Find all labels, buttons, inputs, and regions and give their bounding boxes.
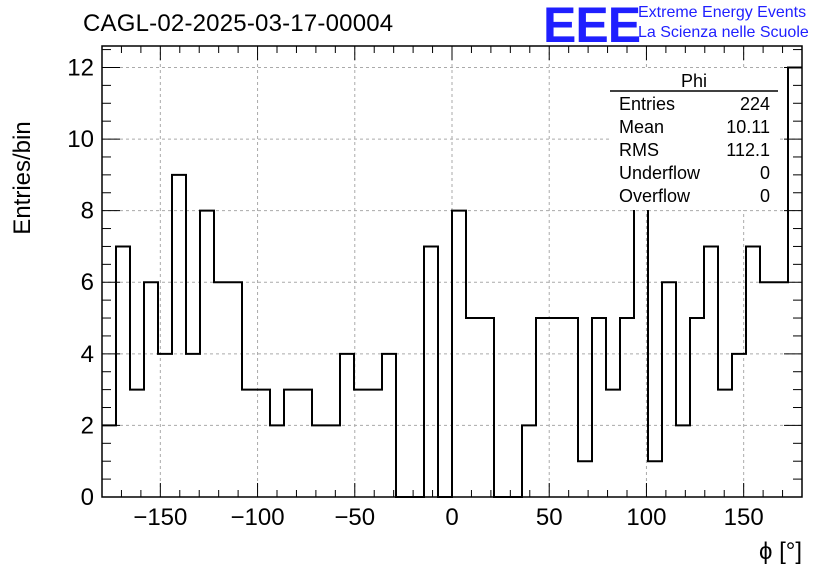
histogram-bin [326,425,340,497]
histogram-bin [732,354,746,497]
histogram-bin [214,282,228,497]
histogram-bin [578,461,592,497]
histogram-bin [760,282,774,497]
histogram-bin [424,246,438,497]
histogram-bin [312,425,326,497]
histogram-bin [620,318,634,497]
histogram-bin [228,282,242,497]
histogram-bin [564,318,578,497]
x-tick-label: 50 [536,504,563,531]
histogram-bin [242,390,256,497]
stats-box [610,70,778,210]
x-tick-label: −150 [133,504,187,531]
x-tick-label: 150 [724,504,764,531]
histogram-bin [718,390,732,497]
histogram-bin [172,175,186,497]
stats-row-value: 0 [760,163,770,183]
stats-row-value: 10.11 [726,117,770,137]
stats-row-label: Overflow [619,186,691,206]
x-tick-label: 0 [445,504,458,531]
eee-logo: EEE Extreme Energy Events La Scienza nel… [543,0,823,53]
histogram-bin [606,390,620,497]
y-tick-label: 0 [81,484,94,511]
x-tick-label: −50 [334,504,375,531]
histogram-bin [466,318,480,497]
histogram-bin [116,246,130,497]
stats-row-label: RMS [619,140,659,160]
y-tick-label: 8 [81,198,94,225]
y-axis-label: Entries/bin [9,121,36,234]
stats-row-value: 112.1 [726,140,770,160]
logo-mark: EEE [543,0,641,53]
histogram-bin [704,246,718,497]
histogram-bin [256,390,270,497]
histogram-bin [298,390,312,497]
histogram-bin [676,425,690,497]
y-tick-label: 10 [67,126,94,153]
histogram-bin [144,282,158,497]
logo-line-1: Extreme Energy Events [638,4,807,21]
histogram-bin [382,354,396,497]
histogram-bin [354,390,368,497]
histogram-bin [158,354,172,497]
y-tick-label: 2 [81,412,94,439]
histogram-bin [648,461,662,497]
histogram-bin [270,425,284,497]
histogram-bin [662,282,676,497]
stats-row-value: 224 [740,94,770,114]
histogram-bin [690,318,704,497]
histogram-bin [368,390,382,497]
histogram-bin [774,282,788,497]
histogram-bin [186,354,200,497]
stats-row-label: Entries [619,94,675,114]
x-tick-label: −100 [231,504,285,531]
histogram-bin [592,318,606,497]
stats-row-label: Mean [619,117,664,137]
histogram-bin [452,211,466,497]
page-title: CAGL-02-2025-03-17-00004 [83,10,394,37]
x-tick-label: 100 [626,504,666,531]
histogram-bin [550,318,564,497]
stats-row-value: 0 [760,186,770,206]
histogram-series [102,66,802,498]
stats-box-title: Phi [681,71,707,91]
histogram-bin [522,425,536,497]
histogram-bin [130,390,144,497]
histogram-bin [480,318,494,497]
histogram-bin [284,390,298,497]
histogram-bin [200,211,214,497]
histogram-bin [340,354,354,497]
histogram-bin [536,318,550,497]
y-tick-label: 4 [81,341,94,368]
stats-row-label: Underflow [619,163,701,183]
x-axis-label: ϕ [°] [759,538,802,565]
y-tick-label: 12 [67,54,94,81]
y-tick-label: 6 [81,269,94,296]
logo-line-2: La Scienza nelle Scuole [638,24,809,41]
histogram-bin [746,246,760,497]
